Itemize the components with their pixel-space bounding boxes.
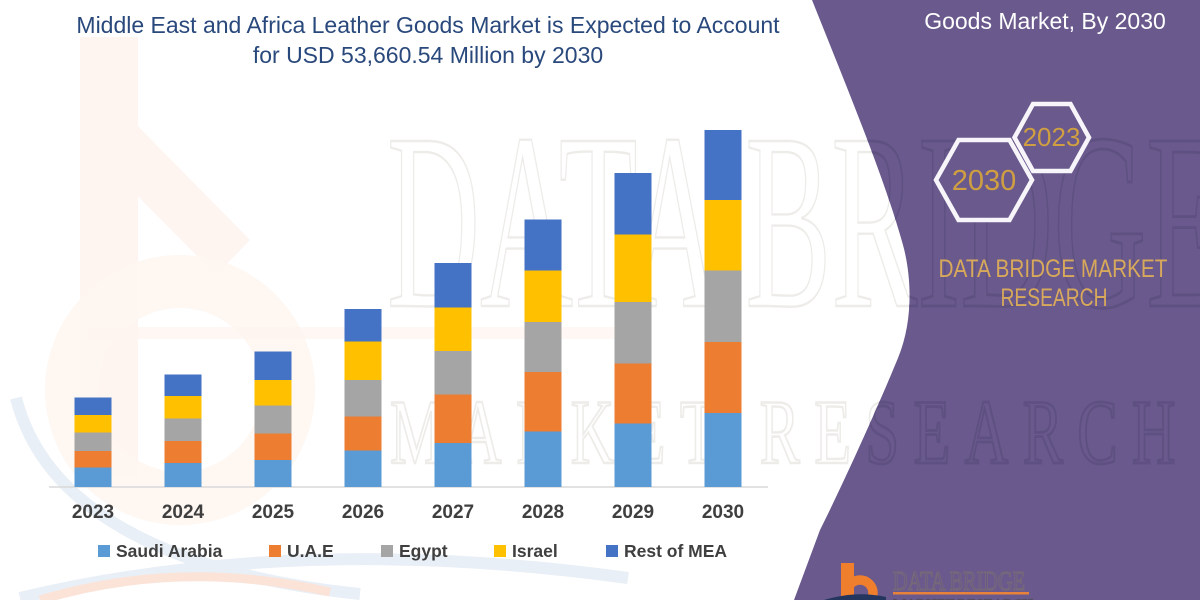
svg-text:2030: 2030 bbox=[702, 502, 744, 523]
svg-text:for USD 53,660.54 Million by 2: for USD 53,660.54 Million by 2030 bbox=[253, 42, 603, 68]
svg-text:2026: 2026 bbox=[342, 502, 384, 523]
svg-text:DATA BRIDGE: DATA BRIDGE bbox=[893, 566, 1025, 596]
svg-text:2030: 2030 bbox=[952, 165, 1017, 197]
svg-text:2024: 2024 bbox=[162, 502, 205, 523]
svg-text:Israel: Israel bbox=[512, 541, 558, 561]
svg-text:2028: 2028 bbox=[522, 502, 564, 523]
svg-text:2023: 2023 bbox=[1023, 122, 1081, 152]
svg-text:Rest of MEA: Rest of MEA bbox=[624, 541, 727, 561]
svg-text:Goods Market, By 2030: Goods Market, By 2030 bbox=[924, 8, 1166, 34]
svg-text:Middle East and Africa Leather: Middle East and Africa Leather Goods Mar… bbox=[76, 12, 780, 38]
svg-text:2027: 2027 bbox=[432, 502, 474, 523]
svg-text:2025: 2025 bbox=[252, 502, 295, 523]
svg-text:MARKET RESEARCH: MARKET RESEARCH bbox=[893, 594, 1033, 600]
svg-text:DATA BRIDGE MARKET: DATA BRIDGE MARKET bbox=[939, 255, 1168, 283]
svg-text:Saudi Arabia: Saudi Arabia bbox=[116, 541, 223, 561]
svg-text:2023: 2023 bbox=[72, 502, 114, 523]
svg-text:Egypt: Egypt bbox=[399, 541, 448, 561]
svg-text:U.A.E: U.A.E bbox=[287, 541, 334, 561]
svg-text:2029: 2029 bbox=[612, 502, 654, 523]
svg-text:RESEARCH: RESEARCH bbox=[1001, 284, 1108, 312]
